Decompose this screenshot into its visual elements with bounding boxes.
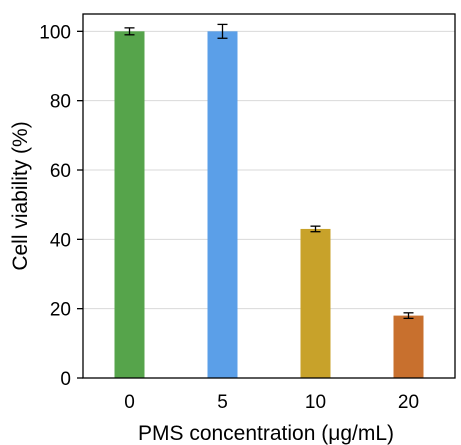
x-tick-label-5: 5: [217, 392, 228, 413]
y-tick-label-60: 60: [50, 161, 71, 182]
y-tick-label-20: 20: [50, 300, 71, 321]
x-tick-label-10: 10: [305, 392, 326, 413]
x-tick-label-20: 20: [398, 392, 419, 413]
error-bar-5: [217, 23, 228, 39]
error-bar-0: [124, 27, 135, 36]
x-axis-ticks: 0 5 10 20: [124, 392, 419, 413]
x-axis-title: PMS concentration (μg/mL): [138, 422, 394, 445]
y-axis-ticks: 0 20 40 60 80 100: [39, 22, 83, 390]
grid-lines: [83, 30, 455, 310]
y-tick-label-0: 0: [60, 369, 71, 390]
error-bar-20: [403, 312, 414, 320]
x-tick-label-0: 0: [124, 392, 135, 413]
bar-5: [207, 31, 238, 378]
y-axis-title: Cell viability (%): [9, 121, 32, 270]
y-tick-label-40: 40: [50, 230, 71, 251]
bars: [114, 31, 424, 378]
bar-0: [114, 31, 145, 378]
bar-20: [393, 315, 424, 378]
error-bar-10: [310, 225, 321, 233]
y-tick-label-100: 100: [39, 22, 71, 43]
bar-10: [300, 228, 331, 378]
y-tick-label-80: 80: [50, 92, 71, 113]
error-bars: [124, 23, 414, 320]
plot-frame: [82, 13, 456, 379]
